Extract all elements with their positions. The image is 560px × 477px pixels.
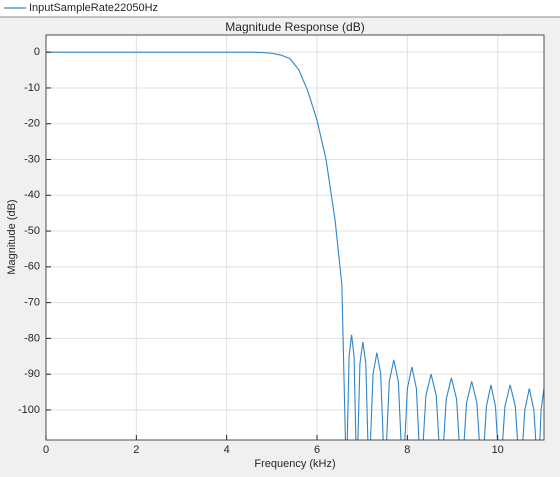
y-tick-label: -100 [18, 404, 40, 416]
y-axis-label: Magnitude (dB) [6, 199, 18, 274]
data-line [46, 51, 544, 440]
lines [46, 51, 544, 440]
y-tick-label: -90 [24, 368, 40, 380]
x-tick-label: 6 [314, 444, 320, 456]
x-tick-label: 10 [492, 444, 504, 456]
y-tick-label: -80 [24, 332, 40, 344]
y-tick-label: -40 [24, 189, 40, 201]
y-tick-label: -70 [24, 297, 40, 309]
y-tick-label: -60 [24, 261, 40, 273]
y-tick-label: -10 [24, 82, 40, 94]
x-tick-label: 2 [133, 444, 139, 456]
grid [45, 35, 544, 440]
legend-label: InputSampleRate22050Hz [29, 2, 158, 14]
x-tick-label: 4 [224, 444, 230, 456]
y-tick-label: -50 [24, 225, 40, 237]
x-axis-label: Frequency (kHz) [254, 458, 335, 470]
y-tick-label: -20 [24, 118, 40, 130]
x-tick-label: 8 [404, 444, 410, 456]
x-tick-label: 0 [43, 444, 49, 456]
y-tick-label: -30 [24, 153, 40, 165]
legend-strip [0, 0, 560, 17]
plot-frame [45, 34, 545, 441]
chart-title: Magnitude Response (dB) [225, 20, 364, 34]
plot-area [46, 35, 544, 440]
y-tick-label: 0 [34, 46, 40, 58]
